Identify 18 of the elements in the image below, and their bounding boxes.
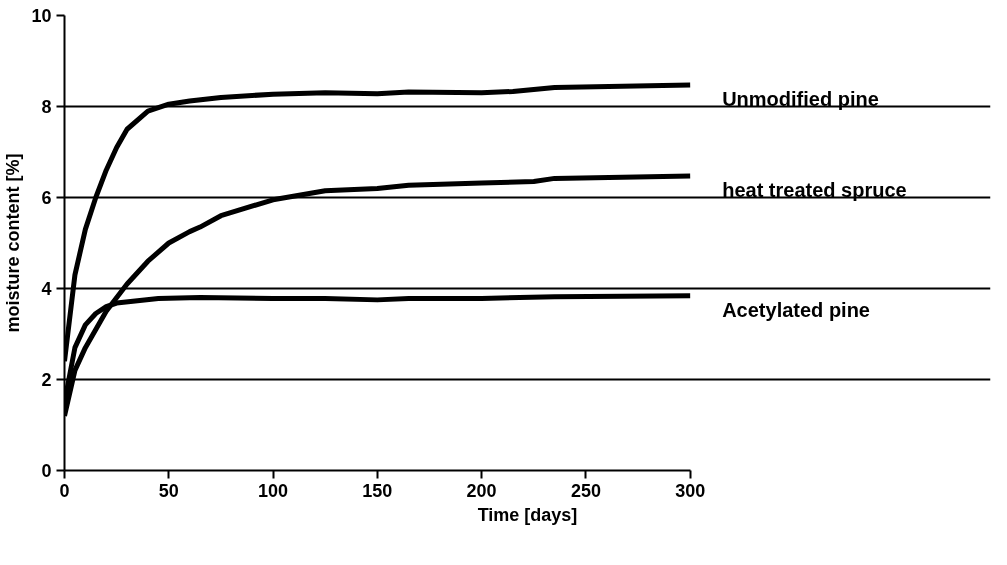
y-axis-title: moisture content [%] (3, 153, 24, 333)
x-tick-label: 0 (59, 480, 70, 501)
x-tick-label: 300 (675, 480, 706, 501)
x-axis-title: Time [days] (477, 504, 578, 525)
y-tick-label: 2 (41, 370, 52, 390)
y-tick-label: 10 (31, 6, 52, 26)
y-tick-label: 4 (41, 279, 52, 299)
y-tick-label: 8 (41, 97, 52, 117)
series-label: Unmodified pine (722, 88, 879, 111)
x-tick-label: 250 (570, 480, 601, 501)
x-tick-label: 50 (158, 480, 179, 501)
series-label: heat treated spruce (722, 179, 907, 202)
x-tick-label: 150 (362, 480, 393, 501)
x-tick-label: 100 (258, 480, 289, 501)
y-tick-label: 6 (41, 188, 52, 208)
y-tick-label: 0 (41, 461, 52, 481)
series-label: Acetylated pine (722, 298, 870, 321)
x-tick-label: 200 (466, 480, 497, 501)
